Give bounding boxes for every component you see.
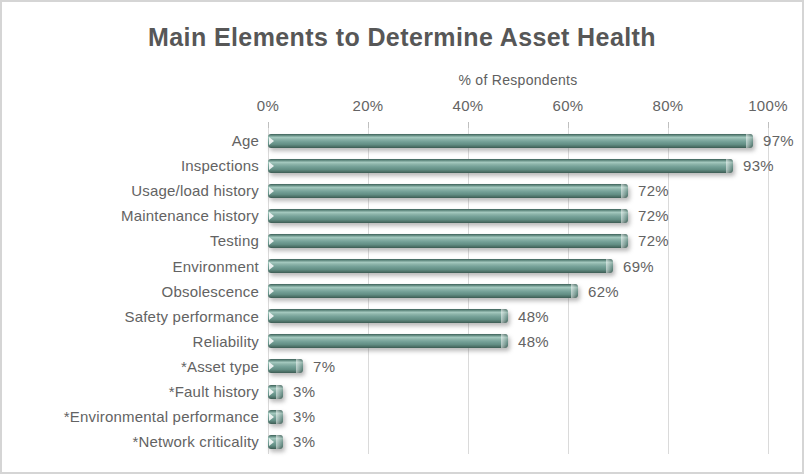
category-label: Age xyxy=(2,128,259,153)
value-label: 72% xyxy=(638,228,669,253)
value-label: 3% xyxy=(293,404,315,429)
bar-inspections xyxy=(268,159,733,173)
x-tick-label: 20% xyxy=(338,97,398,114)
value-label: 3% xyxy=(293,379,315,404)
value-label: 93% xyxy=(743,153,774,178)
bar--environmental-performance xyxy=(268,410,283,424)
category-label: Testing xyxy=(2,228,259,253)
category-label: *Environmental performance xyxy=(2,404,259,429)
category-label: *Network criticality xyxy=(2,429,259,454)
x-tick-label: 100% xyxy=(738,97,798,114)
category-label: Reliability xyxy=(2,329,259,354)
value-label: 72% xyxy=(638,203,669,228)
bar-usage-load-history xyxy=(268,184,628,198)
gridline xyxy=(668,128,669,454)
bar-safety-performance xyxy=(268,309,508,323)
category-label: Inspections xyxy=(2,153,259,178)
category-label: *Fault history xyxy=(2,379,259,404)
value-label: 62% xyxy=(588,279,619,304)
value-label: 48% xyxy=(518,329,549,354)
value-label: 69% xyxy=(623,254,654,279)
value-label: 72% xyxy=(638,178,669,203)
value-label: 97% xyxy=(763,128,794,153)
value-label: 7% xyxy=(313,354,335,379)
x-tick-label: 0% xyxy=(238,97,298,114)
bar-environment xyxy=(268,259,613,273)
value-label: 3% xyxy=(293,429,315,454)
x-tick-label: 80% xyxy=(638,97,698,114)
bar-reliability xyxy=(268,334,508,348)
category-label: Environment xyxy=(2,254,259,279)
bar--fault-history xyxy=(268,385,283,399)
bar--network-criticality xyxy=(268,435,283,449)
bar-age xyxy=(268,134,753,148)
bar-testing xyxy=(268,234,628,248)
bar--asset-type xyxy=(268,359,303,373)
category-label: Obsolescence xyxy=(2,279,259,304)
x-tick-label: 60% xyxy=(538,97,598,114)
bar-obsolescence xyxy=(268,284,578,298)
value-label: 48% xyxy=(518,304,549,329)
category-label: Safety performance xyxy=(2,304,259,329)
chart-title: Main Elements to Determine Asset Health xyxy=(2,23,802,52)
chart-frame: Main Elements to Determine Asset Health … xyxy=(0,0,804,474)
category-label: *Asset type xyxy=(2,354,259,379)
bar-maintenance-history xyxy=(268,209,628,223)
x-tick-label: 40% xyxy=(438,97,498,114)
category-label: Maintenance history xyxy=(2,203,259,228)
x-axis-title: % of Respondents xyxy=(268,72,768,88)
category-label: Usage/load history xyxy=(2,178,259,203)
